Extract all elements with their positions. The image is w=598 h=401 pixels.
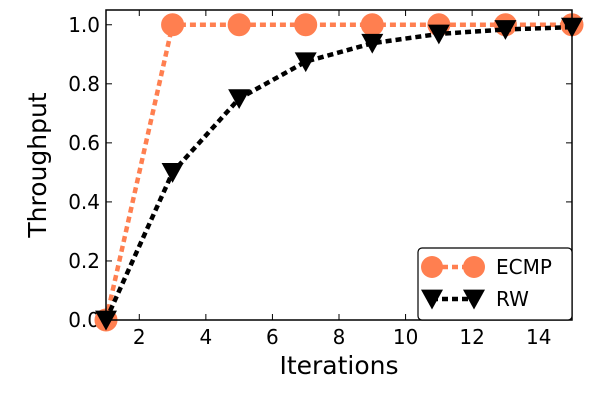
y-tick-label: 0.4: [68, 190, 100, 214]
legend-marker: [463, 256, 485, 278]
x-tick-label: 4: [199, 325, 212, 349]
legend-label: ECMP: [496, 255, 552, 279]
x-tick-label: 2: [133, 325, 146, 349]
legend-label: RW: [496, 287, 529, 311]
series-line: [103, 24, 573, 321]
data-point: [294, 52, 317, 73]
data-point: [361, 33, 384, 54]
legend: ECMP RW: [417, 247, 573, 321]
y-tick-label: 0.6: [68, 131, 100, 155]
y-tick-label: 1.0: [68, 13, 100, 37]
x-tick-label: 6: [266, 325, 279, 349]
data-point: [161, 13, 185, 37]
data-point: [494, 20, 517, 40]
tick-layer: 2 4 6 8 10 12 140.00.20.40.60.81.0: [68, 10, 572, 349]
x-tick-label: 8: [333, 325, 346, 349]
x-tick-label: 14: [526, 325, 551, 349]
y-axis-label: Throughput: [23, 92, 52, 238]
data-point: [161, 163, 184, 183]
data-point: [227, 13, 251, 37]
y-tick-label: 0.8: [68, 72, 100, 96]
x-tick-label: 10: [393, 325, 418, 349]
legend-marker: [463, 289, 485, 310]
data-point: [427, 24, 450, 45]
x-axis-label: Iterations: [279, 351, 398, 380]
data-point: [228, 89, 251, 110]
legend-marker: [421, 289, 443, 310]
legend-marker: [421, 256, 443, 278]
data-point: [360, 13, 384, 37]
plot-frame: [105, 9, 573, 321]
y-tick-label: 0.2: [68, 249, 100, 273]
x-tick-label: 12: [459, 325, 484, 349]
data-point: [294, 13, 318, 37]
